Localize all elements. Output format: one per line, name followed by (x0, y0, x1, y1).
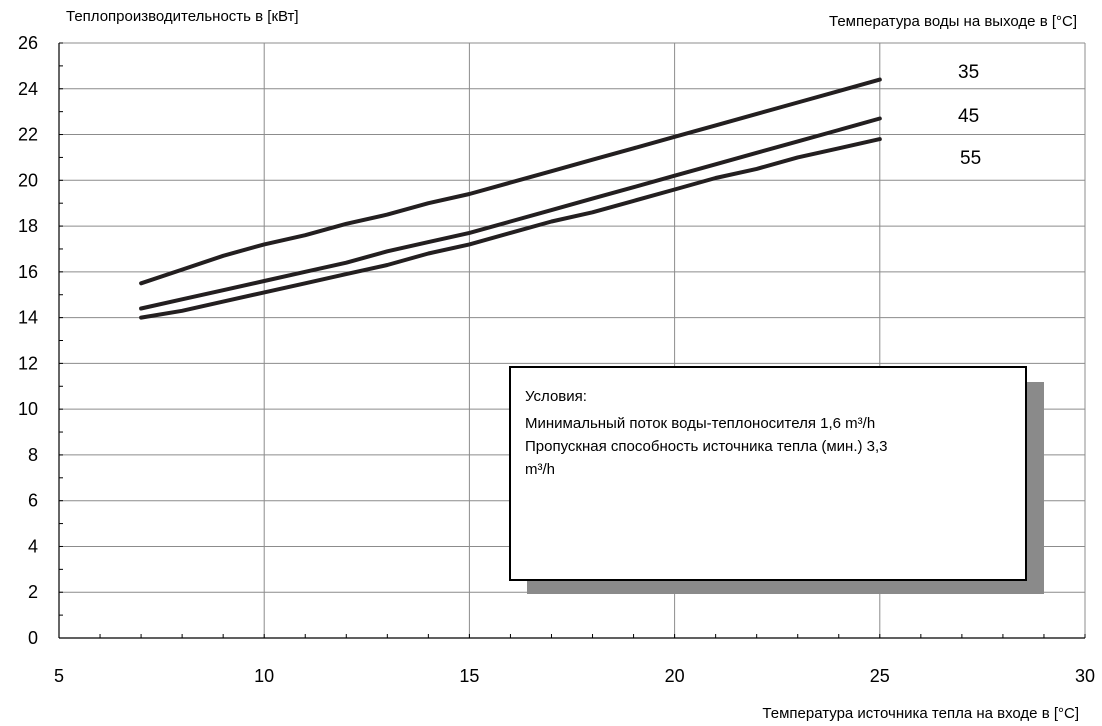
conditions-title: Условия: (525, 388, 587, 405)
y-tick-label: 6 (28, 491, 38, 511)
x-axis-label: Температура источника тепла на входе в [… (762, 705, 1079, 722)
series-line-55 (139, 137, 882, 320)
y-tick-label: 4 (28, 536, 38, 556)
x-tick-label: 15 (459, 666, 479, 686)
grid (58, 42, 1086, 639)
x-tick-label: 30 (1075, 666, 1095, 686)
y-tick-label: 12 (18, 353, 38, 373)
y-tick-label: 16 (18, 262, 38, 282)
y-tick-label: 22 (18, 125, 38, 145)
series-label-35: 35 (958, 62, 979, 83)
y-axis-label: Теплопроизводительность в [кВт] (66, 8, 299, 25)
y-tick-label: 8 (28, 445, 38, 465)
series-label-45: 45 (958, 106, 979, 127)
conditions-box: Условия: Минимальный поток воды-теплоноси… (509, 366, 1044, 594)
y-tick-label: 14 (18, 308, 38, 328)
series-line-35 (139, 77, 882, 286)
conditions-box-frame (509, 366, 1027, 581)
y-tick-label: 20 (18, 170, 38, 190)
legend-title: Температура воды на выходе в [°C] (829, 13, 1077, 30)
conditions-line: Минимальный поток воды-теплоносителя 1,6… (525, 415, 875, 432)
y-tick-label: 26 (18, 33, 38, 53)
series-label-55: 55 (960, 148, 981, 169)
conditions-line: m³/h (525, 461, 555, 478)
series-line-45 (139, 116, 882, 311)
x-tick-label: 25 (870, 666, 890, 686)
y-tick-label: 24 (18, 79, 38, 99)
y-tick-label: 0 (28, 628, 38, 648)
x-tick-label: 5 (54, 666, 64, 686)
conditions-line: Пропускная способность источника тепла (… (525, 438, 888, 455)
x-tick-label: 10 (254, 666, 274, 686)
x-tick-label: 20 (665, 666, 685, 686)
y-tick-label: 10 (18, 399, 38, 419)
y-tick-label: 18 (18, 216, 38, 236)
y-tick-label: 2 (28, 582, 38, 602)
series-lines: 35 45 55 (139, 62, 981, 320)
